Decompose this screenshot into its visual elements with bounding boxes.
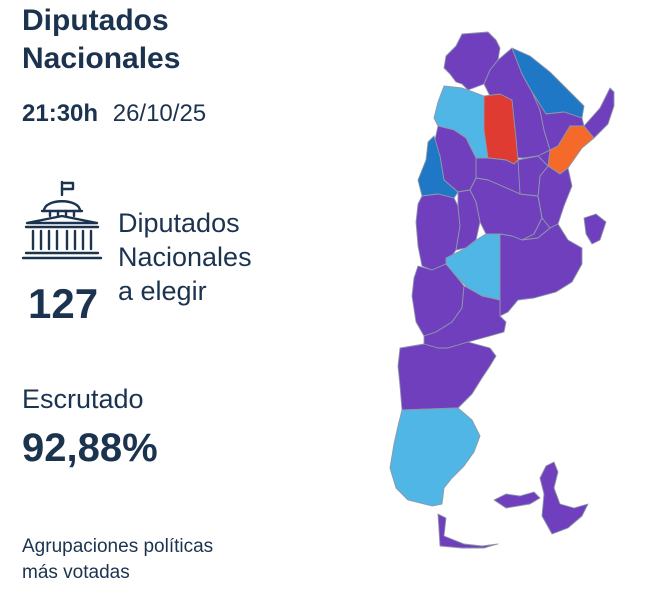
- province-caba[interactable]: [583, 213, 607, 245]
- parties-label-line-1: Agrupaciones políticas: [22, 536, 214, 557]
- congress-building-icon: [21, 180, 103, 260]
- seats-label-line-1: Diputados: [118, 208, 240, 238]
- province-santa-cruz[interactable]: [389, 407, 481, 507]
- seats-label: Diputados Nacionales a elegir: [118, 206, 252, 308]
- seats-count: 127: [28, 280, 99, 327]
- province-rio-negro[interactable]: [423, 285, 507, 349]
- scrutiny-value: 92,88%: [22, 426, 158, 470]
- title-line-1: Diputados: [22, 4, 169, 37]
- update-date: 26/10/25: [112, 100, 207, 127]
- seats-label-line-2: Nacionales: [118, 242, 252, 272]
- update-hour: 21:30h: [22, 100, 99, 127]
- seats-label-line-3: a elegir: [118, 276, 207, 306]
- antarctic-islands[interactable]: [539, 461, 589, 535]
- scrutiny-label: Escrutado: [22, 384, 144, 414]
- province-tucuman[interactable]: [483, 93, 519, 165]
- province-buenos-aires[interactable]: [499, 223, 583, 317]
- argentina-results-map: [389, 31, 615, 549]
- parties-label: Agrupaciones políticas más votadas: [22, 534, 292, 586]
- parties-label-line-2: más votadas: [22, 562, 130, 583]
- islas-malvinas[interactable]: [493, 491, 541, 509]
- page-title: Diputados Nacionales: [22, 2, 180, 78]
- province-tierra-del-fuego[interactable]: [437, 513, 499, 549]
- province-misiones[interactable]: [583, 87, 615, 139]
- province-chubut[interactable]: [397, 341, 497, 411]
- title-line-2: Nacionales: [22, 42, 181, 75]
- update-timestamp: 21:30h 26/10/25: [22, 100, 206, 128]
